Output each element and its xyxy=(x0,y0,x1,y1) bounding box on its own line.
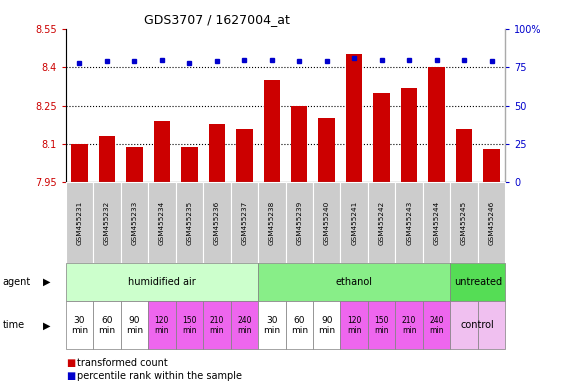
Text: GSM455241: GSM455241 xyxy=(351,200,357,245)
Text: 30
min: 30 min xyxy=(71,316,88,335)
Bar xyxy=(428,67,445,182)
Bar xyxy=(340,301,368,349)
Bar xyxy=(258,263,451,301)
Text: GSM455235: GSM455235 xyxy=(186,200,192,245)
Bar xyxy=(66,182,93,263)
Text: 60
min: 60 min xyxy=(291,316,308,335)
Bar xyxy=(340,182,368,263)
Text: 120
min: 120 min xyxy=(347,316,361,335)
Text: GSM455237: GSM455237 xyxy=(242,200,247,245)
Bar xyxy=(258,182,286,263)
Text: 210
min: 210 min xyxy=(210,316,224,335)
Text: GSM455242: GSM455242 xyxy=(379,200,385,245)
Text: humidified air: humidified air xyxy=(128,277,196,287)
Bar xyxy=(148,301,176,349)
Text: 30
min: 30 min xyxy=(263,316,280,335)
Text: 210
min: 210 min xyxy=(402,316,416,335)
Text: GSM455243: GSM455243 xyxy=(406,200,412,245)
Text: percentile rank within the sample: percentile rank within the sample xyxy=(77,371,242,381)
Text: untreated: untreated xyxy=(454,277,502,287)
Bar xyxy=(176,301,203,349)
Bar xyxy=(71,144,88,182)
Text: 120
min: 120 min xyxy=(155,316,169,335)
Bar xyxy=(176,182,203,263)
Bar xyxy=(286,182,313,263)
Text: control: control xyxy=(461,320,494,331)
Bar xyxy=(395,182,423,263)
Text: GSM455231: GSM455231 xyxy=(77,200,82,245)
Bar xyxy=(93,301,120,349)
Text: ■: ■ xyxy=(66,371,75,381)
Bar xyxy=(291,106,307,182)
Bar xyxy=(126,147,143,182)
Bar xyxy=(313,182,340,263)
Bar xyxy=(373,93,390,182)
Bar xyxy=(313,301,340,349)
Bar xyxy=(263,80,280,182)
Bar xyxy=(456,129,472,182)
Bar xyxy=(258,301,286,349)
Text: GSM455246: GSM455246 xyxy=(489,200,494,245)
Text: 60
min: 60 min xyxy=(98,316,115,335)
Bar xyxy=(154,121,170,182)
Bar xyxy=(286,301,313,349)
Bar xyxy=(451,182,478,263)
Text: ■: ■ xyxy=(66,358,75,368)
Bar xyxy=(99,136,115,182)
Bar xyxy=(120,182,148,263)
Bar xyxy=(231,301,258,349)
Text: time: time xyxy=(3,320,25,331)
Text: 90
min: 90 min xyxy=(126,316,143,335)
Bar xyxy=(181,147,198,182)
Text: GSM455234: GSM455234 xyxy=(159,200,165,245)
Bar xyxy=(319,118,335,182)
Bar xyxy=(236,129,252,182)
Bar xyxy=(478,182,505,263)
Bar xyxy=(423,182,451,263)
Text: GSM455239: GSM455239 xyxy=(296,200,302,245)
Text: GSM455232: GSM455232 xyxy=(104,200,110,245)
Bar xyxy=(451,301,478,349)
Bar xyxy=(368,301,395,349)
Text: ▶: ▶ xyxy=(43,320,50,331)
Text: ▶: ▶ xyxy=(43,277,50,287)
Bar xyxy=(401,88,417,182)
Text: 240
min: 240 min xyxy=(429,316,444,335)
Bar xyxy=(208,124,225,182)
Text: GSM455233: GSM455233 xyxy=(131,200,138,245)
Text: GSM455236: GSM455236 xyxy=(214,200,220,245)
Text: agent: agent xyxy=(3,277,31,287)
Text: GSM455240: GSM455240 xyxy=(324,200,329,245)
Bar xyxy=(120,301,148,349)
Bar xyxy=(203,301,231,349)
Text: ethanol: ethanol xyxy=(336,277,373,287)
Bar xyxy=(93,182,120,263)
Bar xyxy=(66,263,258,301)
Text: 150
min: 150 min xyxy=(375,316,389,335)
Bar xyxy=(148,182,176,263)
Text: GDS3707 / 1627004_at: GDS3707 / 1627004_at xyxy=(144,13,290,26)
Bar xyxy=(395,301,423,349)
Bar xyxy=(368,182,395,263)
Text: 240
min: 240 min xyxy=(237,316,252,335)
Bar xyxy=(478,301,505,349)
Bar xyxy=(423,301,451,349)
Text: GSM455238: GSM455238 xyxy=(269,200,275,245)
Bar xyxy=(451,263,505,301)
Text: transformed count: transformed count xyxy=(77,358,168,368)
Bar xyxy=(66,301,93,349)
Bar xyxy=(346,55,363,182)
Text: 90
min: 90 min xyxy=(318,316,335,335)
Bar xyxy=(483,149,500,182)
Bar xyxy=(231,182,258,263)
Text: 150
min: 150 min xyxy=(182,316,196,335)
Bar xyxy=(203,182,231,263)
Text: GSM455245: GSM455245 xyxy=(461,200,467,245)
Text: GSM455244: GSM455244 xyxy=(433,200,440,245)
